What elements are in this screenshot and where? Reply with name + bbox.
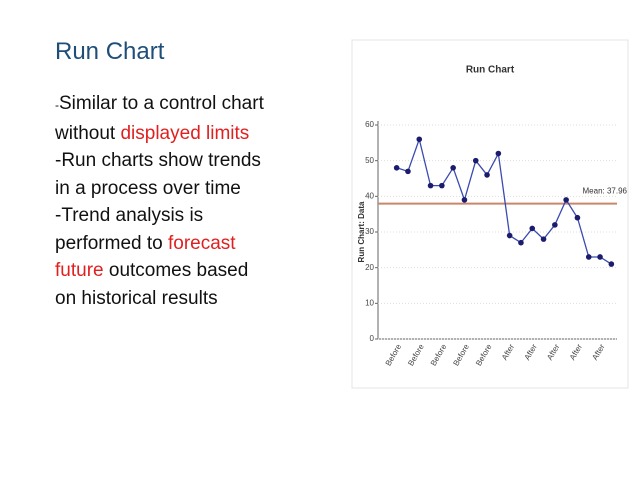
- data-point: [552, 222, 558, 228]
- slide-title: Run Chart: [55, 38, 165, 65]
- chart-title: Run Chart: [466, 65, 515, 76]
- data-point: [416, 136, 423, 143]
- y-tick-label: 40: [365, 191, 374, 200]
- y-tick-label: 50: [365, 156, 374, 165]
- text-line: -Similar to a control chart: [55, 90, 264, 120]
- text-run: without: [55, 122, 121, 144]
- text-run: performed to: [55, 232, 168, 254]
- y-tick-label: 60: [365, 120, 374, 129]
- mean-label: Mean: 37.96: [583, 187, 628, 196]
- data-point: [597, 254, 603, 260]
- y-tick-label: 30: [365, 227, 374, 236]
- data-point: [518, 239, 524, 246]
- text-line: performed to forecast: [55, 230, 264, 258]
- data-point: [439, 182, 445, 189]
- y-axis-label: Run Chart: Data: [357, 201, 366, 262]
- text-run: -Run charts show trends: [55, 150, 261, 171]
- text-line: in a process over time: [55, 175, 264, 203]
- data-point: [484, 172, 490, 178]
- text-line: future outcomes based: [55, 257, 264, 285]
- data-point: [450, 165, 456, 171]
- text-run: outcomes based: [103, 260, 249, 281]
- data-point: [393, 165, 400, 171]
- body-text: -Similar to a control chart without displ…: [55, 90, 264, 312]
- text-run: Similar to a control chart: [59, 93, 264, 114]
- data-point: [461, 197, 468, 203]
- y-tick-label: 10: [365, 298, 374, 307]
- data-point: [585, 254, 592, 260]
- data-point: [506, 232, 513, 239]
- y-tick-label: 0: [370, 334, 375, 343]
- data-point: [529, 225, 536, 232]
- text-run: future: [55, 260, 104, 281]
- text-run: on historical results: [55, 287, 218, 309]
- text-run: forecast: [168, 232, 236, 254]
- data-point: [608, 261, 615, 267]
- data-point: [472, 157, 479, 164]
- text-run: -Trend analysis is: [55, 205, 204, 226]
- text-run: -: [55, 98, 59, 112]
- text-line: -Run charts show trends: [55, 147, 264, 175]
- text-line: -Trend analysis is: [55, 202, 264, 230]
- text-line: on historical results: [55, 285, 264, 313]
- text-run: displayed limits: [120, 122, 250, 144]
- data-point: [540, 236, 547, 242]
- y-tick-label: 20: [365, 263, 374, 272]
- data-point: [405, 168, 411, 175]
- data-point: [563, 197, 569, 203]
- data-point: [427, 182, 434, 189]
- text-run: in a process over time: [55, 177, 241, 199]
- data-point: [574, 214, 581, 221]
- data-point: [495, 150, 502, 157]
- chart-frame: [351, 39, 629, 389]
- text-line: without displayed limits: [55, 120, 264, 148]
